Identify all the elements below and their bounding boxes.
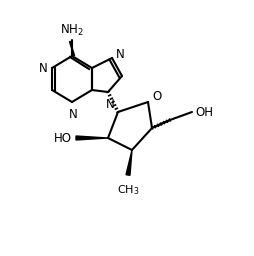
Text: N: N <box>69 108 77 121</box>
Text: N: N <box>39 61 48 74</box>
Text: O: O <box>152 91 161 103</box>
Text: N: N <box>106 98 114 111</box>
Text: HO: HO <box>54 132 72 144</box>
Text: CH$_3$: CH$_3$ <box>117 183 139 197</box>
Text: OH: OH <box>195 105 213 119</box>
Text: N: N <box>116 48 125 61</box>
Polygon shape <box>76 136 108 140</box>
Polygon shape <box>126 150 132 175</box>
Text: NH$_2$: NH$_2$ <box>60 23 84 38</box>
